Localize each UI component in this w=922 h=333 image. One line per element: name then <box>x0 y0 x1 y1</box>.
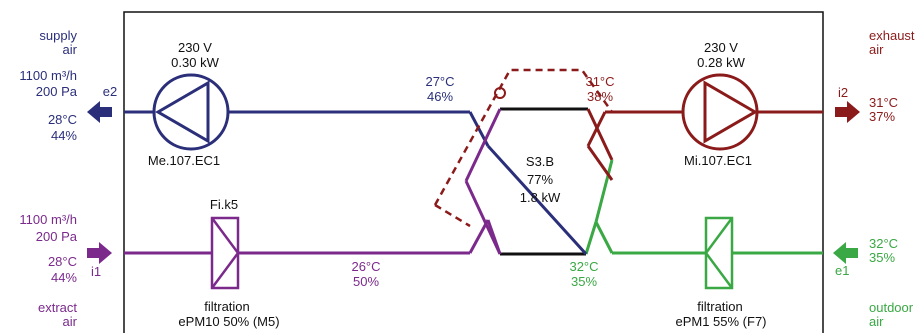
extract-label-2: air <box>63 314 78 329</box>
outdoor-label-1: outdoor <box>869 300 914 315</box>
extract-filter-class: ePM10 50% (M5) <box>178 314 279 329</box>
outdoor-out-humidity: 35% <box>571 274 597 289</box>
exhaust-humidity: 37% <box>869 109 895 124</box>
unit-frame <box>123 11 824 333</box>
extract-flow: 1100 m³/h <box>19 212 77 227</box>
extract-pressure: 200 Pa <box>36 229 78 244</box>
supply-humidity: 44% <box>51 128 77 143</box>
extract-label-1: extract <box>38 300 77 315</box>
exchanger-model: S3.B <box>526 154 554 169</box>
heat-exchanger <box>464 107 614 256</box>
extract-temp: 28°C <box>48 254 77 269</box>
extract-arrow-icon <box>87 242 112 264</box>
exhaust-label-1: exhaust <box>869 28 915 43</box>
outdoor-port: e1 <box>835 263 849 278</box>
supply-arrow-icon <box>87 101 112 123</box>
supply-fan-model: Me.107.EC1 <box>148 153 220 168</box>
outdoor-filter-icon <box>704 216 734 290</box>
extract-air-line <box>124 219 490 255</box>
supply-fan-power: 0.30 kW <box>171 55 219 70</box>
extract-out-temp: 26°C <box>351 259 380 274</box>
outdoor-filter-label: filtration <box>697 299 743 314</box>
outdoor-humidity: 35% <box>869 250 895 265</box>
extract-out-humidity: 50% <box>353 274 379 289</box>
exhaust-temp: 31°C <box>869 95 898 110</box>
extract-port: i1 <box>91 264 101 279</box>
outdoor-arrow-icon <box>833 242 858 264</box>
outdoor-out-temp: 32°C <box>569 259 598 274</box>
exhaust-fan-power: 0.28 kW <box>697 55 745 70</box>
extract-filter-name: Fi.k5 <box>210 197 238 212</box>
extract-filter-icon <box>210 216 240 290</box>
extract-humidity: 44% <box>51 270 77 285</box>
supply-in-humidity: 46% <box>427 89 453 104</box>
exchanger-efficiency: 77% <box>527 172 553 187</box>
exhaust-in-temp: 31°C <box>585 74 614 89</box>
supply-in-temp: 27°C <box>425 74 454 89</box>
exchanger-power: 1.8 kW <box>520 190 561 205</box>
supply-fan-voltage: 230 V <box>178 40 212 55</box>
exhaust-fan-model: Mi.107.EC1 <box>684 153 752 168</box>
exhaust-fan-voltage: 230 V <box>704 40 738 55</box>
supply-pressure: 200 Pa <box>36 84 78 99</box>
outdoor-temp: 32°C <box>869 236 898 251</box>
outdoor-filter-class: ePM1 55% (F7) <box>675 314 766 329</box>
exhaust-fan-icon <box>681 73 759 151</box>
supply-label-1: supply <box>39 28 77 43</box>
supply-flow: 1100 m³/h <box>19 68 77 83</box>
outdoor-label-2: air <box>869 314 884 329</box>
exhaust-label-2: air <box>869 42 884 57</box>
supply-fan-icon <box>152 73 230 151</box>
extract-filter-label: filtration <box>204 299 250 314</box>
exhaust-arrow-icon <box>835 101 860 123</box>
supply-label-2: air <box>63 42 78 57</box>
exhaust-port: i2 <box>838 85 848 100</box>
supply-port: e2 <box>103 84 117 99</box>
bypass-damper <box>433 68 614 228</box>
supply-temp: 28°C <box>48 112 77 127</box>
exhaust-in-humidity: 38% <box>587 89 613 104</box>
